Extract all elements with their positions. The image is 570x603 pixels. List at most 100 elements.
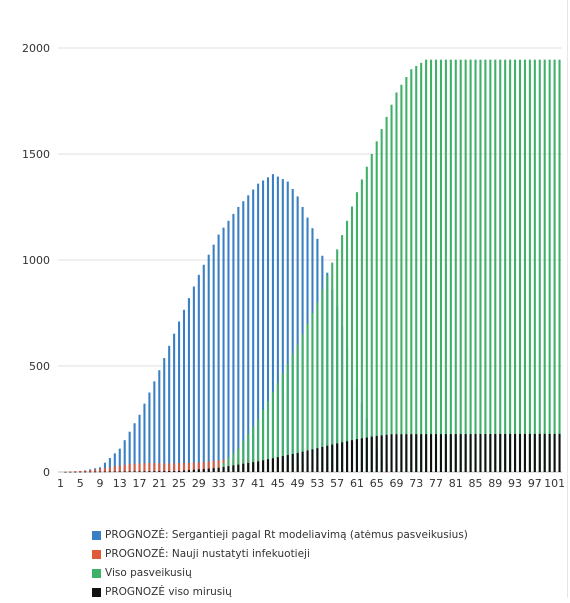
bar — [192, 469, 195, 472]
bar — [281, 179, 284, 472]
bar — [365, 166, 368, 472]
bar — [178, 463, 181, 472]
bar — [94, 471, 97, 473]
bar — [439, 59, 442, 472]
bar — [242, 441, 245, 472]
x-tick-label: 45 — [271, 477, 285, 490]
bar — [346, 220, 349, 472]
bar — [168, 345, 171, 472]
bar — [286, 363, 289, 472]
bar — [182, 470, 186, 472]
bar — [281, 456, 284, 472]
bar — [217, 460, 220, 472]
legend-item-recovered: Viso pasveikusių — [92, 565, 468, 581]
bar — [113, 453, 116, 472]
bar — [410, 69, 413, 472]
bar — [202, 264, 205, 472]
bar — [138, 471, 141, 472]
x-tick-label: 17 — [133, 477, 147, 490]
bar — [113, 471, 116, 473]
bar — [464, 59, 467, 472]
bar — [291, 453, 294, 472]
bar — [385, 116, 388, 473]
bar — [192, 286, 195, 472]
bar — [518, 433, 522, 472]
bar — [276, 457, 279, 472]
bar — [410, 434, 413, 472]
bar — [148, 471, 151, 472]
bar — [311, 313, 314, 472]
legend-item-deaths: PROGNOZĖ viso mirusių — [92, 584, 468, 600]
legend: PROGNOZĖ: Sergantieji pagal Rt modeliavi… — [92, 527, 468, 603]
bar — [232, 213, 235, 472]
bar — [296, 452, 299, 472]
bar — [158, 463, 161, 472]
bar — [74, 471, 77, 472]
bar — [420, 434, 423, 472]
bar — [118, 465, 121, 472]
bar — [514, 433, 517, 472]
x-tick-label: 33 — [212, 477, 226, 490]
bar — [444, 59, 447, 472]
x-tick-label: 69 — [389, 477, 403, 490]
x-tick-label: 97 — [528, 477, 542, 490]
bar — [316, 302, 319, 472]
bar — [247, 433, 250, 472]
bar — [217, 234, 220, 472]
bar — [108, 467, 111, 472]
bar — [74, 471, 77, 473]
bar — [306, 323, 309, 472]
bar — [336, 443, 339, 472]
bar — [370, 154, 373, 472]
bar — [499, 59, 502, 472]
bar — [316, 448, 319, 472]
bar — [168, 463, 171, 472]
bar — [173, 333, 176, 472]
bar — [296, 344, 299, 472]
bar — [331, 444, 334, 472]
y-tick-label: 1500 — [22, 148, 50, 161]
bar — [434, 59, 438, 472]
bar — [543, 59, 546, 472]
bar — [242, 463, 245, 472]
bar — [178, 321, 181, 472]
bar — [252, 462, 255, 472]
panel-border — [567, 0, 568, 598]
bar — [252, 426, 255, 472]
bar — [459, 434, 462, 472]
bar — [69, 471, 72, 473]
bar — [434, 434, 438, 472]
bar — [474, 59, 477, 472]
x-tick-label: 37 — [231, 477, 245, 490]
bar — [449, 59, 452, 472]
bar — [459, 59, 462, 472]
x-tick-label: 81 — [449, 477, 463, 490]
bar — [103, 468, 106, 472]
bar — [400, 434, 403, 472]
bar — [237, 448, 240, 472]
bar — [395, 434, 398, 472]
bar — [425, 434, 428, 472]
bar — [262, 409, 265, 472]
bar — [395, 92, 398, 473]
series-1 — [64, 458, 388, 473]
bar — [247, 462, 250, 472]
bar — [494, 434, 497, 472]
bar — [123, 440, 126, 472]
bar — [207, 468, 210, 472]
bar — [128, 471, 131, 472]
bar — [143, 463, 146, 472]
bar — [370, 436, 373, 472]
bar — [182, 462, 186, 472]
bar — [148, 392, 151, 472]
bar — [153, 463, 156, 472]
bar — [286, 455, 289, 472]
x-axis-tick-labels: 1 5 9 13 17 21 25 29 33 37 41 45 49 53 57 61 65 69 73 77 81 8… — [57, 477, 565, 490]
x-tick-label: 1 — [57, 477, 64, 490]
bar — [207, 254, 210, 472]
bar — [415, 66, 418, 473]
bar — [257, 461, 260, 472]
bar — [232, 465, 235, 472]
bar — [365, 437, 368, 472]
